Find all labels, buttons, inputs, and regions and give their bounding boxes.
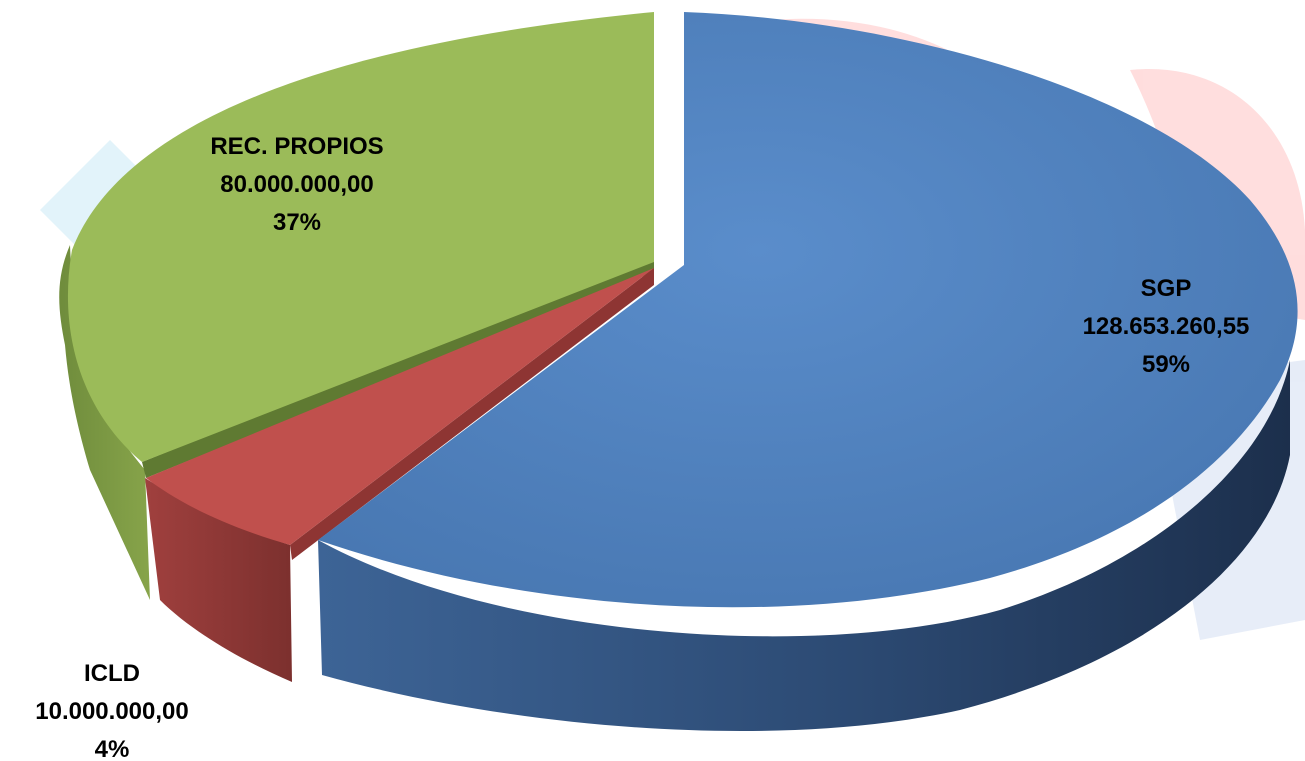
label-rec-propios-value: 80.000.000,00 [220,171,373,198]
label-icld-percent: 4% [95,736,130,761]
slice-side-sgp [318,360,1290,732]
slice-top-rec-propios [67,12,654,462]
slice-side-icld [145,478,292,682]
label-icld-value: 10.000.000,00 [35,698,188,725]
label-rec-propios-name: REC. PROPIOS [210,133,383,160]
slice-side-rec-propios [59,245,150,600]
label-icld-name: ICLD [84,660,140,687]
slice-top-icld [146,268,654,545]
label-sgp-percent: 59% [1142,351,1190,378]
label-sgp-value: 128.653.260,55 [1083,313,1250,340]
label-rec-propios-percent: 37% [273,209,321,236]
slice-top-sgp [318,12,1298,608]
label-sgp-name: SGP [1141,275,1192,302]
slice-side-icld-inner [290,268,654,560]
